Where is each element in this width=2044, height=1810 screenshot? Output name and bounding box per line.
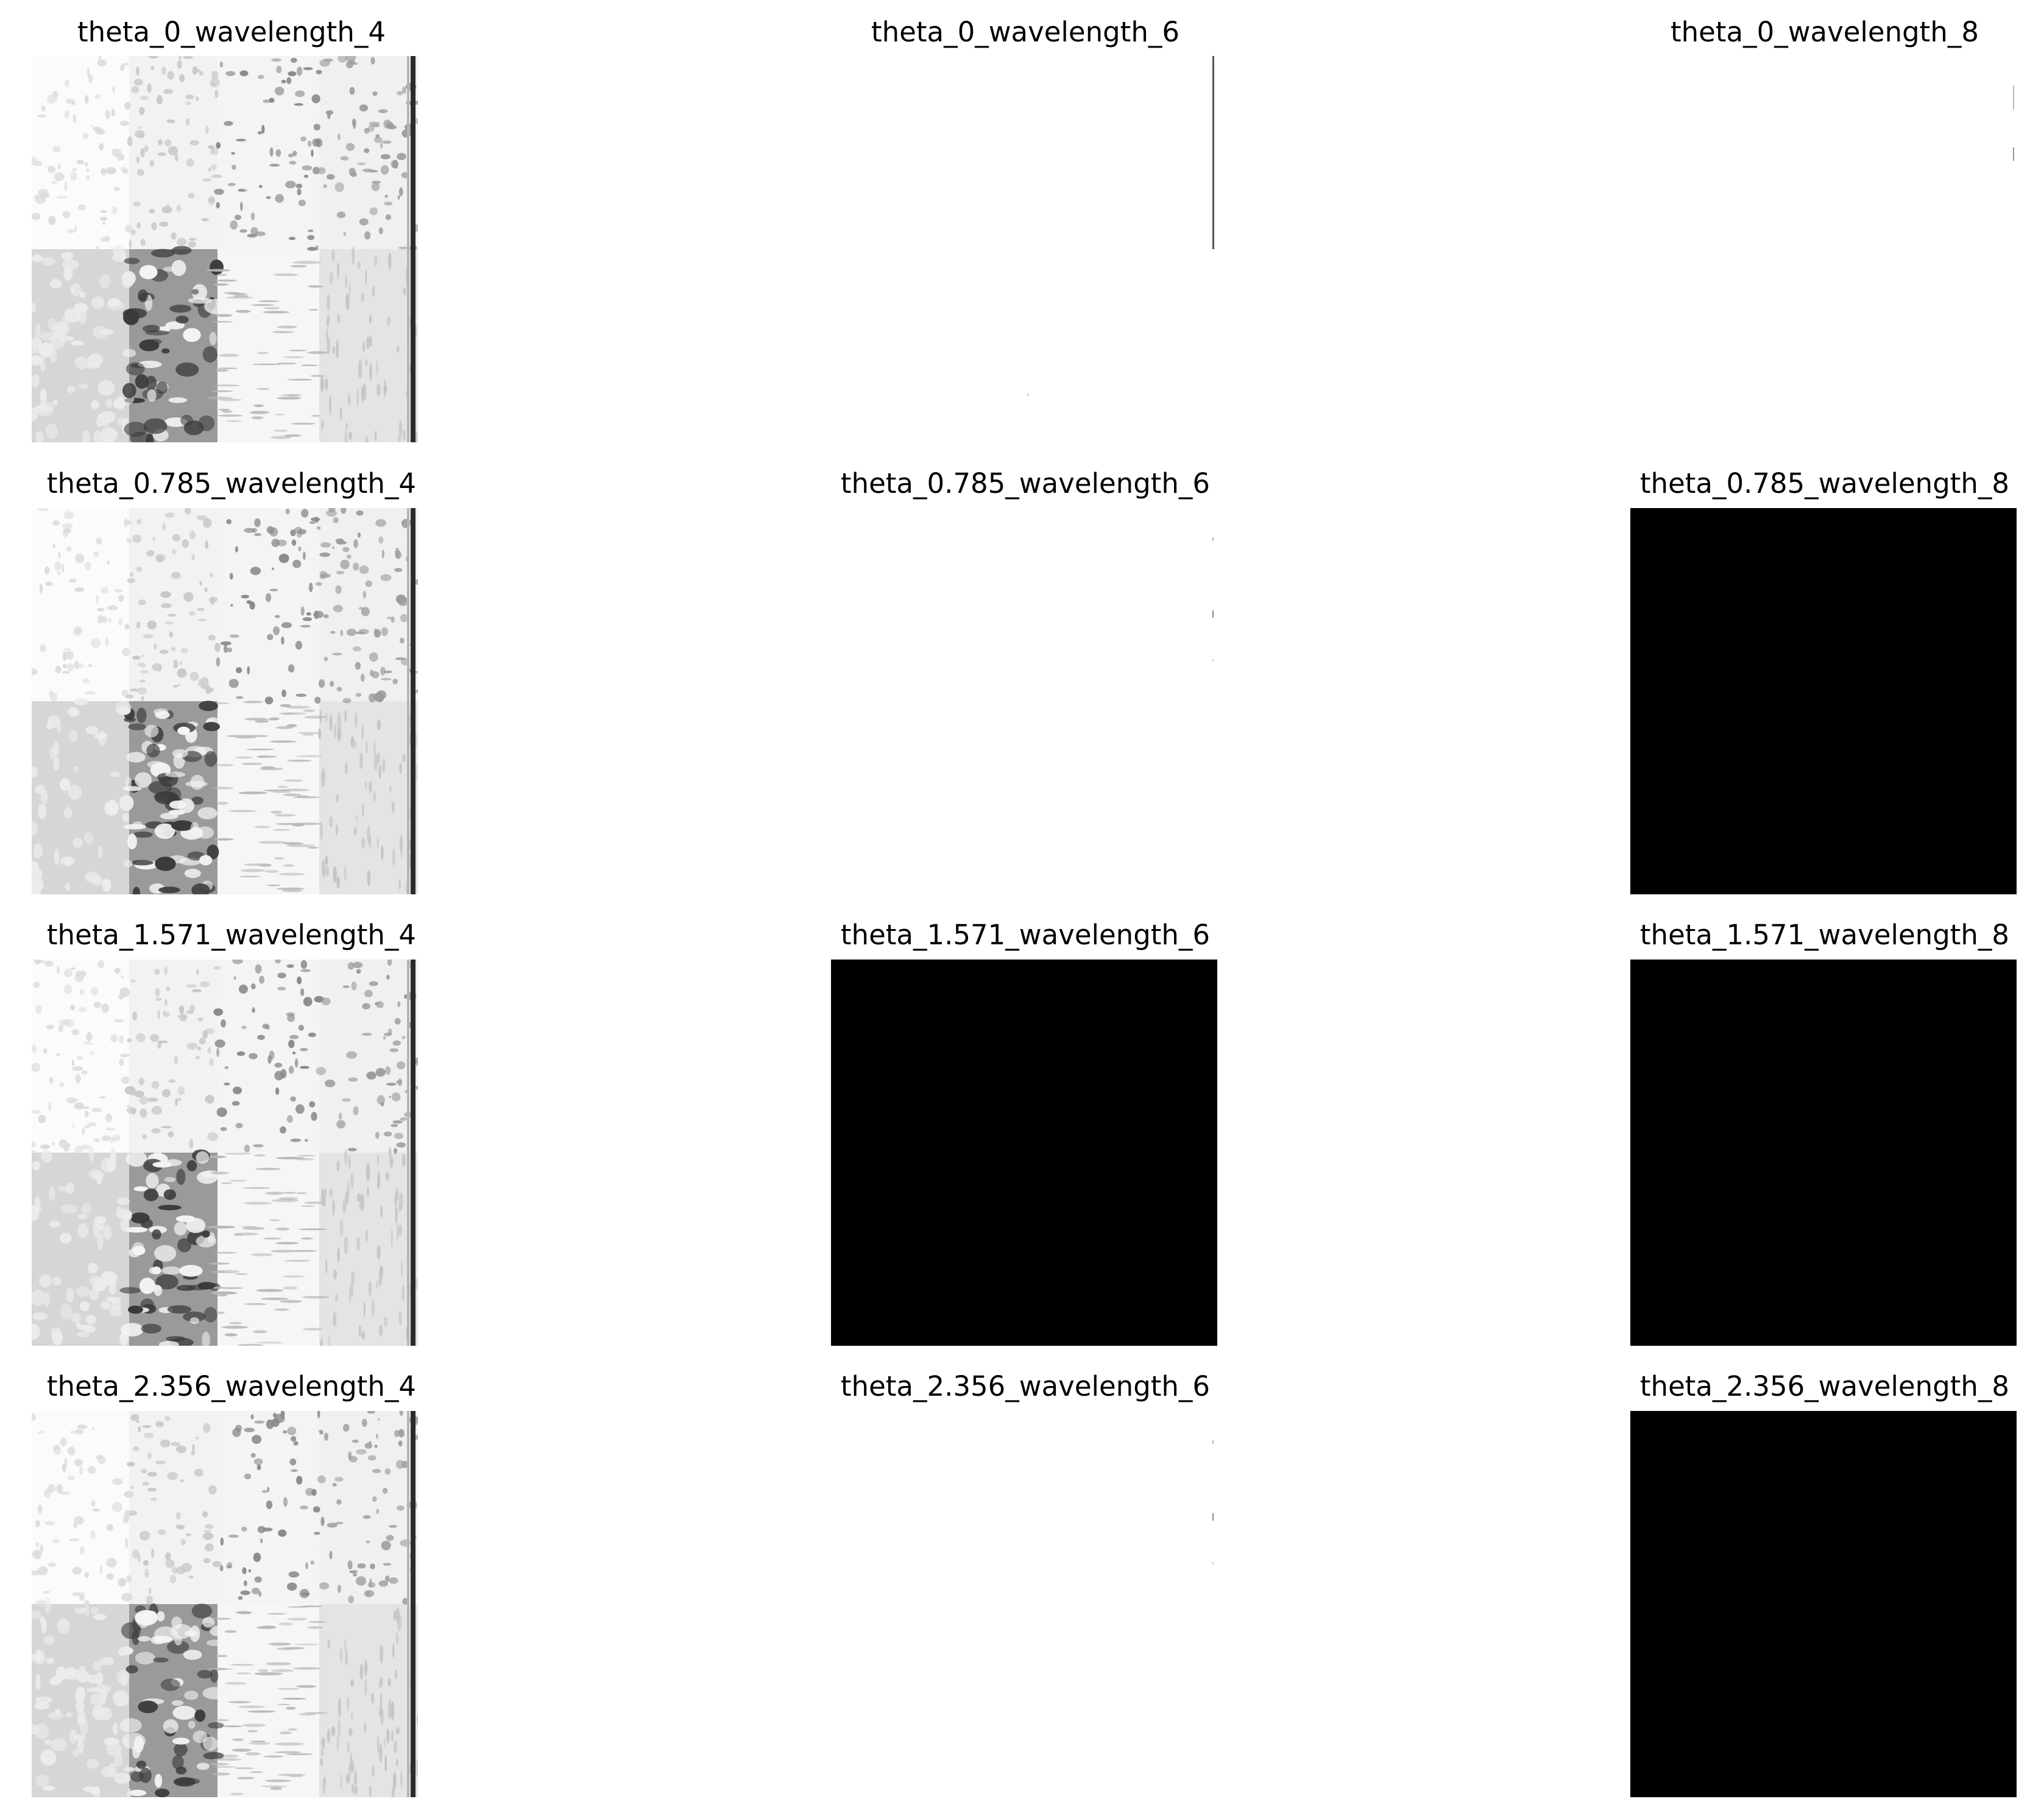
panel-image-theta-1571-wl-6 bbox=[831, 960, 1217, 1346]
panel-title-theta-0785-wl-4: theta_0.785_wavelength_4 bbox=[46, 467, 417, 500]
panel-title-theta-1571-wl-8: theta_1.571_wavelength_8 bbox=[1639, 919, 2010, 951]
panel-graphic bbox=[1212, 1440, 1214, 1564]
panel-image-theta-2356-wl-4 bbox=[32, 1411, 418, 1797]
panel-title-theta-0-wl-4: theta_0_wavelength_4 bbox=[77, 16, 386, 48]
panel-title-theta-2356-wl-4: theta_2.356_wavelength_4 bbox=[46, 1370, 417, 1402]
panel-image-theta-0-wl-6 bbox=[831, 56, 1217, 442]
panel-graphic bbox=[32, 960, 418, 1346]
panel-title-theta-1571-wl-4: theta_1.571_wavelength_4 bbox=[46, 919, 417, 951]
panel-image-theta-2356-wl-6 bbox=[831, 1411, 1217, 1797]
panel-graphic bbox=[1212, 537, 1214, 662]
panel-graphic bbox=[32, 56, 418, 442]
panel-image-theta-0785-wl-8 bbox=[1630, 508, 2017, 894]
panel-title-theta-2356-wl-8: theta_2.356_wavelength_8 bbox=[1639, 1370, 2010, 1402]
panel-image-theta-1571-wl-8 bbox=[1630, 960, 2017, 1346]
panel-image-theta-1571-wl-4 bbox=[32, 960, 418, 1346]
panel-title-theta-1571-wl-6: theta_1.571_wavelength_6 bbox=[840, 919, 1211, 951]
panel-title-theta-0-wl-6: theta_0_wavelength_6 bbox=[871, 16, 1179, 48]
panel-title-theta-0785-wl-8: theta_0.785_wavelength_8 bbox=[1639, 467, 2010, 500]
panel-title-theta-0-wl-8: theta_0_wavelength_8 bbox=[1671, 16, 1979, 48]
panel-image-theta-0-wl-8 bbox=[1630, 56, 2017, 442]
panel-graphic bbox=[32, 508, 418, 894]
panel-graphic bbox=[32, 1411, 418, 1797]
panel-image-theta-0785-wl-6 bbox=[831, 508, 1217, 894]
panel-image-theta-2356-wl-8 bbox=[1630, 1411, 2017, 1797]
panel-graphic bbox=[1027, 56, 1214, 396]
panel-image-theta-0785-wl-4 bbox=[32, 508, 418, 894]
panel-graphic bbox=[2013, 85, 2014, 161]
panel-title-theta-2356-wl-6: theta_2.356_wavelength_6 bbox=[840, 1370, 1211, 1402]
panel-title-theta-0785-wl-6: theta_0.785_wavelength_6 bbox=[840, 467, 1211, 500]
panel-image-theta-0-wl-4 bbox=[32, 56, 418, 442]
